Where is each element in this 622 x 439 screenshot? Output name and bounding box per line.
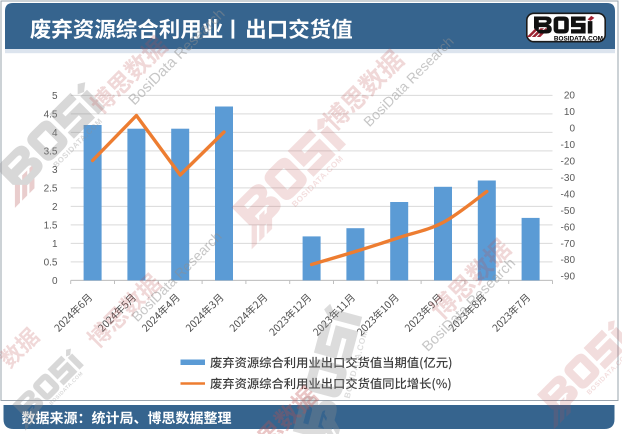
svg-text:0.5: 0.5 xyxy=(44,257,58,268)
svg-text:5: 5 xyxy=(52,91,58,102)
svg-text:20: 20 xyxy=(564,91,576,102)
svg-text:4.5: 4.5 xyxy=(44,109,58,120)
svg-text:3: 3 xyxy=(52,165,58,176)
svg-text:1.5: 1.5 xyxy=(44,220,58,231)
svg-text:0: 0 xyxy=(569,124,575,135)
svg-text:-20: -20 xyxy=(561,157,576,168)
svg-text:4: 4 xyxy=(52,128,58,139)
svg-text:-30: -30 xyxy=(561,173,576,184)
svg-text:-70: -70 xyxy=(561,239,576,250)
svg-text:-80: -80 xyxy=(561,255,576,266)
svg-text:0: 0 xyxy=(52,276,58,287)
svg-text:-40: -40 xyxy=(561,189,576,200)
svg-text:BOSIDATA.COM: BOSIDATA.COM xyxy=(554,36,603,43)
svg-text:-90: -90 xyxy=(561,272,576,283)
svg-text:10: 10 xyxy=(564,107,576,118)
svg-text:-50: -50 xyxy=(561,206,576,217)
svg-text:2.5: 2.5 xyxy=(44,183,58,194)
svg-text:-60: -60 xyxy=(561,222,576,233)
svg-text:-10: -10 xyxy=(561,140,576,151)
svg-text:1: 1 xyxy=(52,239,58,250)
svg-text:2: 2 xyxy=(52,202,58,213)
svg-text:3.5: 3.5 xyxy=(44,146,58,157)
